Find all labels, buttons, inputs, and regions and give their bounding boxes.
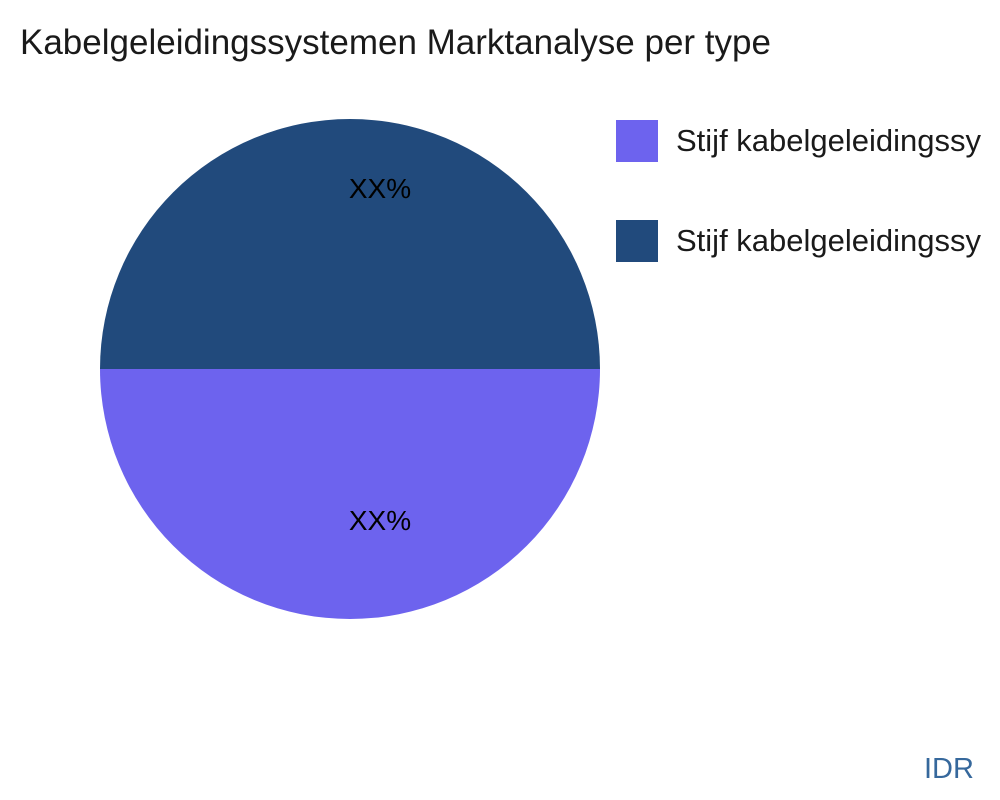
- watermark-idr: IDR: [924, 753, 974, 785]
- pie-slice-top-value-label: XX%: [348, 173, 412, 204]
- pie-slice-top: [100, 119, 600, 369]
- legend-swatch-rect: [616, 120, 658, 162]
- legend-item-label: Stijf kabelgeleidingssy: [676, 123, 982, 158]
- pie-chart: [100, 119, 600, 619]
- legend-item: Stijf kabelgeleidingssy: [616, 120, 981, 162]
- pie-slice-bottom-value-label: XX%: [348, 505, 412, 536]
- legend-swatch-rect: [616, 220, 658, 262]
- legend-swatch: [616, 120, 658, 162]
- pie-slice-bottom: [100, 369, 600, 619]
- legend-swatch: [616, 220, 658, 262]
- chart-title: Kabelgeleidingssystemen Marktanalyse per…: [20, 23, 771, 62]
- legend-item-label: Stijf kabelgeleidingssy: [676, 223, 982, 258]
- legend-item: Stijf kabelgeleidingssy: [616, 220, 981, 262]
